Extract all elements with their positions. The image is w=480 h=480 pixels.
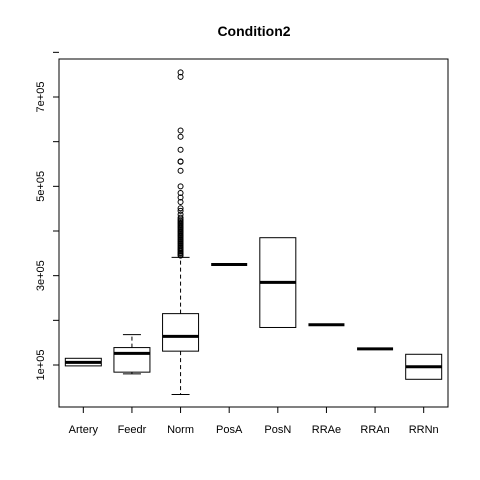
x-tick-label: PosN xyxy=(264,424,291,436)
chart-title: Condition2 xyxy=(217,23,290,39)
outlier-point xyxy=(177,205,184,212)
x-axis: Artery Feedr Norm PosA PosN RRAe RRAn RRNn xyxy=(69,407,439,436)
outlier-point xyxy=(177,190,184,197)
outlier-point xyxy=(177,211,184,218)
x-tick-label: RRAe xyxy=(312,424,341,436)
y-tick-label: 1e+05 xyxy=(35,350,47,381)
outlier-point xyxy=(177,133,184,140)
y-tick-label: 5e+05 xyxy=(35,171,47,202)
box-artery xyxy=(64,357,102,367)
outlier-point xyxy=(177,183,184,190)
x-tick-label: PosA xyxy=(216,424,243,436)
y-tick-label: 3e+05 xyxy=(35,260,47,291)
box-iqr xyxy=(113,347,151,373)
x-tick-label: Norm xyxy=(167,424,194,436)
outlier-point xyxy=(177,127,184,134)
box-iqr xyxy=(162,313,200,352)
plot-frame xyxy=(58,58,449,408)
box-series xyxy=(64,69,443,395)
x-tick-label: Artery xyxy=(69,424,99,436)
outlier-point xyxy=(177,69,184,76)
outlier-point xyxy=(177,158,184,165)
x-tick-label: RRAn xyxy=(360,424,389,436)
box-posn xyxy=(259,237,297,328)
outlier-point xyxy=(177,167,184,174)
outlier-point xyxy=(177,207,184,214)
outlier-point xyxy=(177,198,184,205)
y-tick-label: 7e+05 xyxy=(35,82,47,113)
outlier-point xyxy=(177,194,184,201)
box-norm xyxy=(162,69,200,395)
outlier-point xyxy=(177,214,184,221)
x-tick-label: RRNn xyxy=(409,424,439,436)
box-feedr xyxy=(113,334,151,375)
box-rrnn xyxy=(405,353,443,380)
x-tick-label: Feedr xyxy=(118,424,147,436)
outlier-point xyxy=(177,146,184,153)
y-axis: 1e+05 3e+05 5e+05 7e+05 xyxy=(35,51,59,381)
outlier-point xyxy=(177,73,184,80)
